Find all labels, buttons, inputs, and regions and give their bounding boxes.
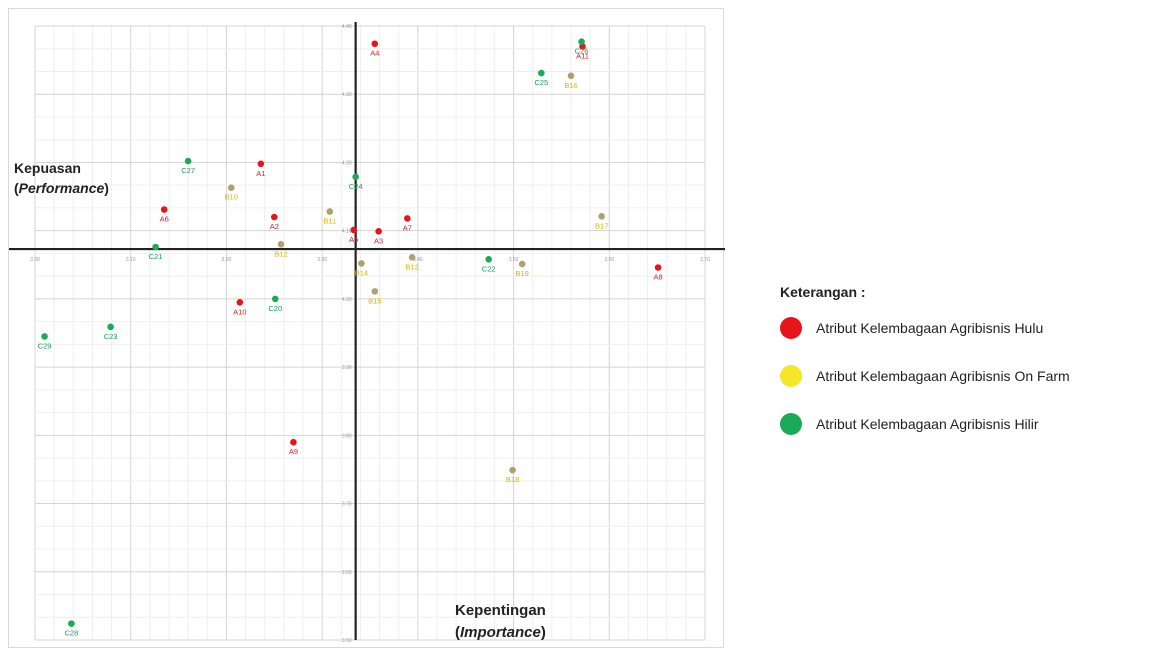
data-point xyxy=(358,260,365,267)
x-tick-label: 3.60 xyxy=(604,257,614,263)
scatter-chart: 3.00 3.10 3.20 3.30 3.40 3.50 3.60 3.70 4.40 4.30… xyxy=(9,22,725,644)
data-point xyxy=(257,160,265,168)
data-point-label: A2 xyxy=(270,222,279,231)
x-axis-label: Kepentingan (Importance) xyxy=(455,602,546,641)
data-point xyxy=(538,69,545,77)
legend-label: Atribut Kelembagaan Agribisnis On Farm xyxy=(816,368,1070,384)
y-tick-label: 3.50 xyxy=(342,638,352,644)
data-point xyxy=(654,264,662,271)
data-point-label: B19 xyxy=(516,269,529,278)
legend: Keterangan : Atribut Kelembagaan Agribis… xyxy=(780,284,1070,460)
data-point xyxy=(68,620,75,627)
x-tick-label: 3.70 xyxy=(700,257,710,263)
data-point xyxy=(352,173,359,181)
data-point xyxy=(371,288,379,295)
y-axis-label-italic: Performance xyxy=(18,180,105,196)
data-point xyxy=(271,295,279,303)
data-point-label: C23 xyxy=(104,332,118,341)
y-tick-label: 4.10 xyxy=(342,229,352,235)
x-tick-label: 3.10 xyxy=(126,257,136,263)
data-point xyxy=(227,184,235,191)
legend-item-hilir: Atribut Kelembagaan Agribisnis Hilir xyxy=(780,412,1070,436)
data-point-label: A8 xyxy=(654,273,663,282)
data-point-label: B12 xyxy=(274,249,287,258)
data-point xyxy=(160,206,168,213)
legend-item-on-farm: Atribut Kelembagaan Agribisnis On Farm xyxy=(780,364,1070,388)
data-point-label: A7 xyxy=(403,223,412,232)
data-point xyxy=(350,226,358,234)
data-point-label: B10 xyxy=(225,193,238,202)
x-axis-label-italic: Importance xyxy=(460,624,541,641)
y-tick-label: 3.60 xyxy=(342,570,352,576)
data-point-label: C25 xyxy=(534,78,548,87)
data-point-label: A9 xyxy=(289,447,298,456)
x-tick-label: 3.50 xyxy=(509,257,519,263)
data-point-label: C22 xyxy=(482,264,496,273)
data-point-label: B11 xyxy=(323,217,336,226)
data-point xyxy=(509,466,516,474)
legend-item-hulu: Atribut Kelembagaan Agribisnis Hulu xyxy=(780,316,1070,340)
data-point xyxy=(371,40,379,48)
data-point xyxy=(326,208,334,215)
plot-frame: 3.00 3.10 3.20 3.30 3.40 3.50 3.60 3.70 4.40 4.30… xyxy=(8,8,725,648)
data-point-label: A11 xyxy=(576,51,589,60)
data-point-label: B16 xyxy=(564,81,577,90)
data-point-label: A5 xyxy=(349,235,358,244)
legend-dot-red-icon xyxy=(780,317,802,339)
data-point-label: B17 xyxy=(595,221,608,230)
data-point xyxy=(107,323,114,331)
x-tick-label: 3.00 xyxy=(30,257,40,263)
data-point xyxy=(567,72,575,80)
data-point xyxy=(375,228,382,235)
data-point xyxy=(485,256,492,263)
data-point xyxy=(277,241,285,248)
data-point xyxy=(408,253,416,261)
data-point xyxy=(598,213,605,220)
data-point-label: A1 xyxy=(256,169,265,178)
x-tick-label: 3.40 xyxy=(413,257,423,263)
y-tick-label: 4.30 xyxy=(342,92,352,98)
x-tick-label: 3.30 xyxy=(317,257,327,263)
x-tick-label: 3.20 xyxy=(222,257,232,263)
data-point xyxy=(184,157,192,165)
data-point xyxy=(404,215,411,222)
data-point-label: C29 xyxy=(38,341,52,350)
legend-dot-green-icon xyxy=(780,413,802,435)
legend-label: Atribut Kelembagaan Agribisnis Hulu xyxy=(816,320,1044,336)
data-point xyxy=(152,243,159,251)
data-point-label: C20 xyxy=(268,304,282,313)
data-point-label: C28 xyxy=(64,629,78,638)
y-tick-label: 3.90 xyxy=(342,365,352,371)
legend-dot-yellow-icon xyxy=(780,365,802,387)
data-point-label: B18 xyxy=(506,475,519,484)
data-point-label: A10 xyxy=(233,307,246,316)
data-point-label: C26 xyxy=(575,47,589,56)
data-point-label: C21 xyxy=(149,252,163,261)
y-tick-label: 4.40 xyxy=(342,24,352,30)
data-point-label: A4 xyxy=(370,49,379,58)
data-point-label: C27 xyxy=(181,166,195,175)
data-point-label: A3 xyxy=(374,236,383,245)
y-tick-label: 3.80 xyxy=(342,433,352,439)
data-point xyxy=(270,213,278,221)
y-tick-label: 4.00 xyxy=(342,297,352,303)
data-point xyxy=(518,260,526,268)
legend-label: Atribut Kelembagaan Agribisnis Hilir xyxy=(816,416,1039,432)
data-point xyxy=(236,299,244,306)
data-point xyxy=(578,38,585,45)
data-point-label: A6 xyxy=(160,215,169,224)
y-tick-label: 3.70 xyxy=(342,502,352,508)
data-point-label: B13 xyxy=(405,262,418,271)
data-point xyxy=(290,438,297,446)
y-tick-label: 4.20 xyxy=(342,160,352,166)
data-point-label: B14 xyxy=(355,268,368,277)
data-point-label: C24 xyxy=(349,182,363,191)
data-point-label: B15 xyxy=(368,296,381,305)
y-axis-label: Kepuasan (Performance) xyxy=(14,160,109,196)
legend-title: Keterangan : xyxy=(780,284,866,300)
data-point xyxy=(41,333,48,340)
